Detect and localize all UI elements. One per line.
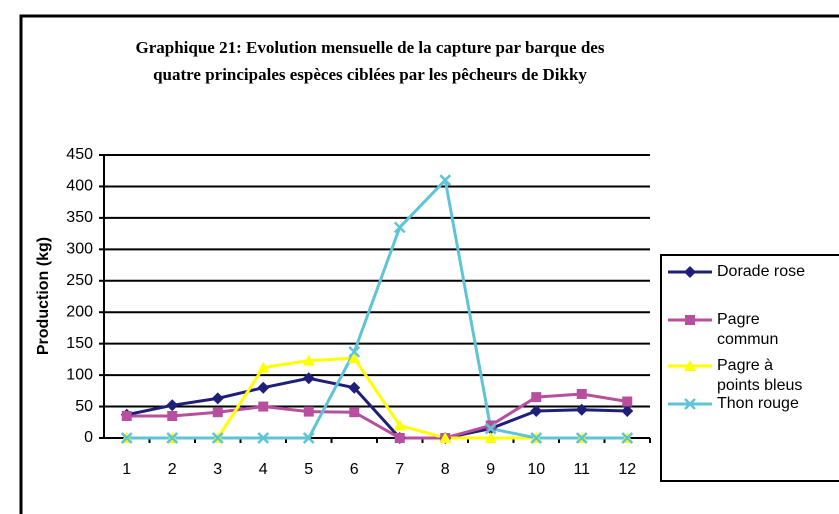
- y-tick-label: 250: [66, 272, 93, 289]
- x-tick-label: 2: [168, 461, 177, 478]
- legend-marker: [684, 266, 696, 278]
- point: [484, 422, 497, 435]
- x-tick-label: 8: [441, 461, 450, 478]
- x-tick-label: 11: [573, 461, 590, 478]
- point: [393, 419, 406, 431]
- x-tick-label: 3: [213, 461, 222, 478]
- y-tick-label: 50: [75, 398, 93, 415]
- point: [439, 174, 452, 187]
- x-tick-label: 1: [122, 461, 131, 478]
- x-tick-label: 9: [486, 461, 495, 478]
- y-tick-label: 100: [66, 366, 93, 383]
- point: [120, 432, 133, 444]
- point: [348, 352, 361, 364]
- point: [575, 432, 588, 444]
- chart-border: [19, 14, 839, 514]
- point: [621, 404, 634, 417]
- point: [348, 345, 361, 358]
- x-tick-label: 5: [304, 461, 313, 478]
- point: [348, 381, 361, 394]
- point: [211, 392, 224, 405]
- point: [530, 432, 543, 444]
- legend-marker: [684, 360, 696, 371]
- x-tick-label: 7: [395, 461, 404, 478]
- point: [349, 407, 360, 418]
- point: [257, 381, 270, 394]
- series-line: [126, 376, 628, 440]
- y-tick-label: 450: [66, 146, 93, 163]
- point: [622, 396, 633, 407]
- x-tick-label: 6: [350, 461, 359, 478]
- point: [393, 221, 406, 234]
- point: [394, 433, 405, 443]
- point: [257, 361, 270, 373]
- point: [621, 432, 634, 444]
- point: [485, 420, 496, 431]
- legend-label: Dorade rose: [717, 263, 806, 280]
- y-tick-label: 150: [66, 335, 93, 352]
- point: [258, 401, 269, 412]
- point: [211, 432, 224, 444]
- point: [302, 432, 315, 444]
- series-line: [126, 177, 628, 440]
- y-tick-label: 200: [66, 303, 93, 320]
- point: [302, 354, 315, 366]
- point: [575, 403, 588, 416]
- y-tick-label: 400: [66, 178, 93, 195]
- point: [531, 392, 542, 403]
- y-tick-label: 300: [66, 241, 93, 258]
- point: [257, 432, 270, 444]
- point: [303, 406, 314, 417]
- point: [439, 432, 452, 443]
- point: [166, 399, 179, 412]
- legend-marker: [684, 398, 696, 410]
- y-tick-label: 0: [84, 429, 93, 446]
- legend-marker: [685, 315, 695, 325]
- point: [530, 404, 543, 417]
- point: [212, 407, 223, 418]
- legend-label: Pagre commun: [717, 311, 779, 348]
- point: [302, 372, 315, 385]
- point: [576, 388, 587, 399]
- point: [484, 432, 497, 443]
- chart-title: Graphique 21: Evolution mensuelle de la …: [135, 38, 605, 84]
- series-line: [126, 392, 628, 440]
- point: [166, 432, 179, 444]
- legend-label: Pagre à points bleus: [717, 357, 803, 394]
- x-tick-label: 4: [259, 461, 268, 478]
- x-tick-label: 10: [527, 461, 545, 478]
- x-tick-label: 12: [618, 461, 636, 478]
- point: [121, 410, 132, 421]
- point: [167, 410, 178, 421]
- y-axis-label: Production (kg): [35, 237, 52, 355]
- y-tick-label: 350: [66, 209, 93, 226]
- legend-label: Thon rouge: [717, 395, 799, 412]
